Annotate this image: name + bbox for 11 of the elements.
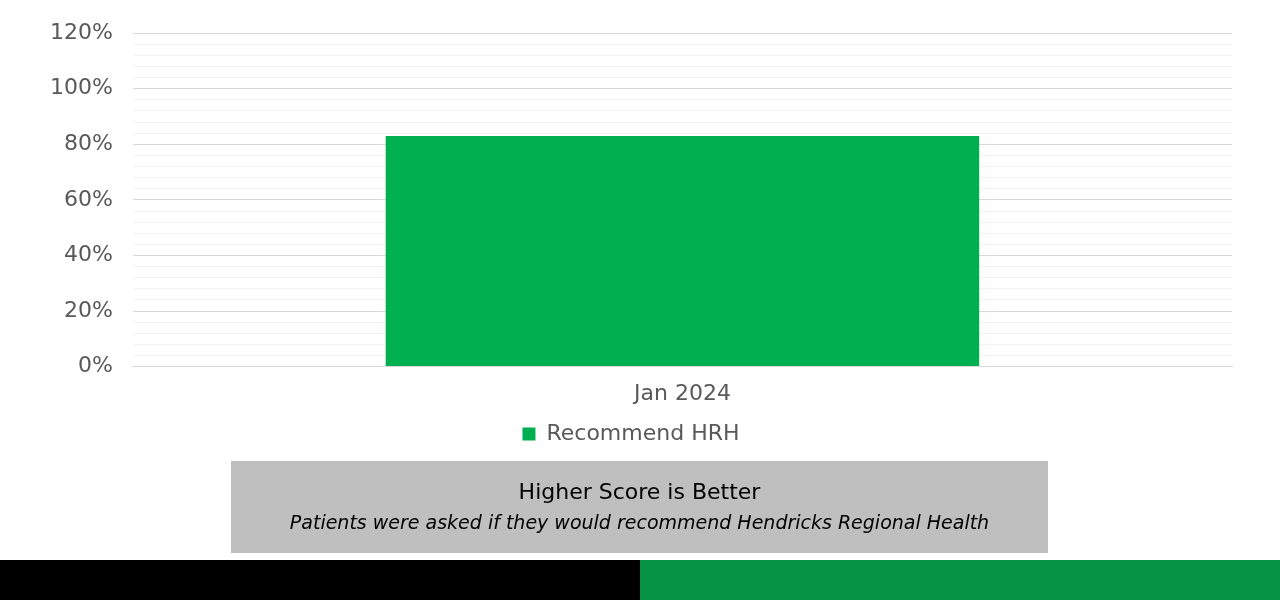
- y-tick-label: 100%: [49, 74, 113, 100]
- y-tick-label: 0%: [77, 352, 113, 378]
- x-tick-label: Jan 2024: [631, 379, 731, 405]
- y-tick-label: 60%: [63, 185, 113, 211]
- text: Higher Score is Better: [518, 478, 761, 506]
- text: Patients were asked if they would recommend Hendricks Regional Health: [289, 510, 990, 535]
- legend-label: Recommend HRH: [546, 419, 740, 445]
- y-tick-label: 80%: [63, 130, 113, 156]
- y-tick-label: 40%: [63, 241, 113, 267]
- y-tick-label: 120%: [49, 18, 113, 44]
- y-tick-label: 20%: [63, 296, 113, 322]
